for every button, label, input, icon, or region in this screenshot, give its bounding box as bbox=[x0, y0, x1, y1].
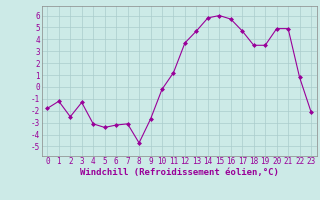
X-axis label: Windchill (Refroidissement éolien,°C): Windchill (Refroidissement éolien,°C) bbox=[80, 168, 279, 177]
